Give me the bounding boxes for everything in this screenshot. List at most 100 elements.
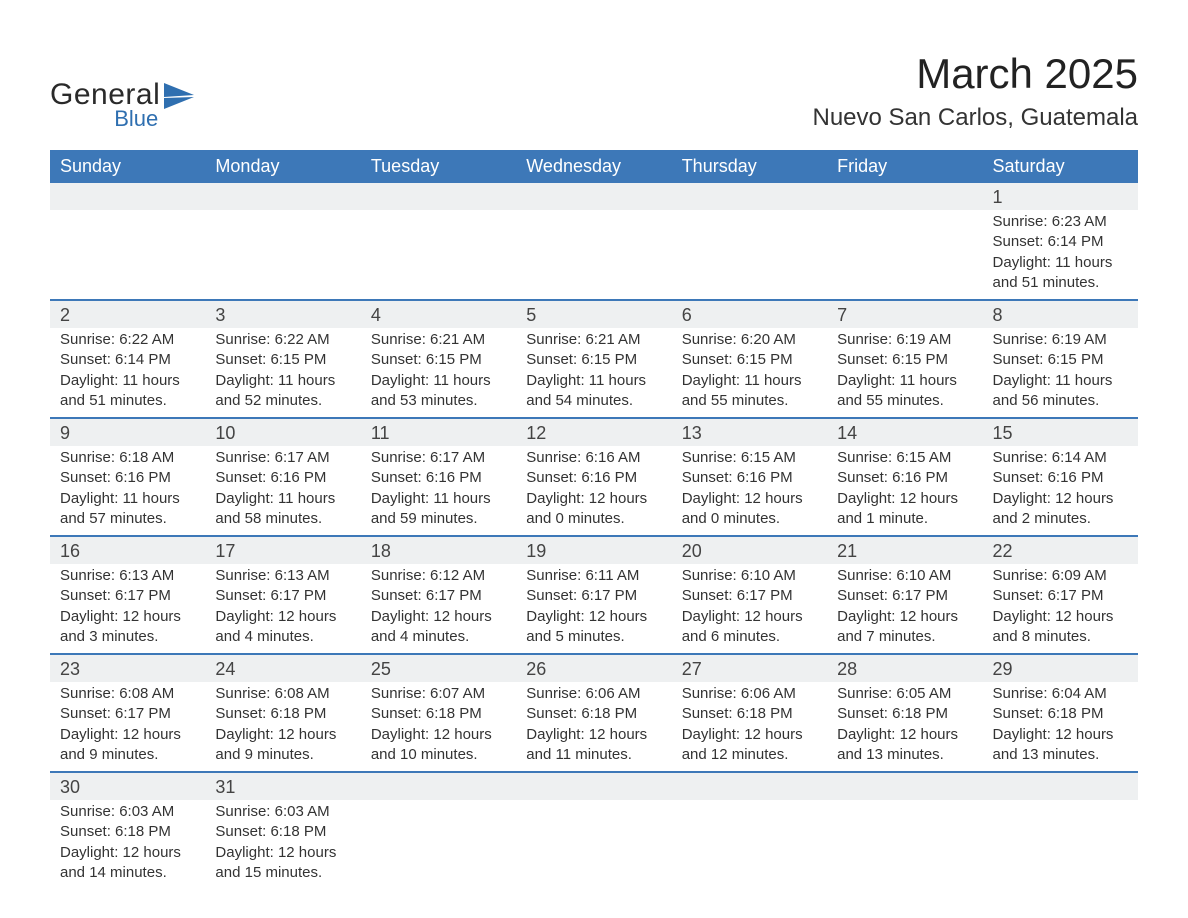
sunset-value: 6:17 PM — [1048, 587, 1104, 604]
sunset-label: Sunset: — [682, 587, 737, 604]
sunset-line: Sunset: 6:18 PM — [993, 704, 1128, 724]
sunrise-label: Sunrise: — [60, 567, 119, 584]
daylight-line: Daylight: 12 hours and 2 minutes. — [993, 489, 1128, 530]
sunrise-label: Sunrise: — [682, 449, 741, 466]
day-number-cell: 5 — [516, 300, 671, 328]
sunrise-line: Sunrise: 6:16 AM — [526, 448, 661, 468]
daylight-line: Daylight: 12 hours and 9 minutes. — [215, 725, 350, 766]
sunrise-value: 6:17 AM — [275, 449, 330, 466]
sunset-value: 6:17 PM — [581, 587, 637, 604]
day-info-cell: Sunrise: 6:03 AMSunset: 6:18 PMDaylight:… — [205, 800, 360, 889]
day-info-row: Sunrise: 6:03 AMSunset: 6:18 PMDaylight:… — [50, 800, 1138, 889]
sunrise-label: Sunrise: — [371, 331, 430, 348]
sunset-value: 6:18 PM — [115, 823, 171, 840]
day-info-cell: Sunrise: 6:17 AMSunset: 6:16 PMDaylight:… — [361, 446, 516, 536]
day-number-cell: 28 — [827, 654, 982, 682]
day-info-row: Sunrise: 6:22 AMSunset: 6:14 PMDaylight:… — [50, 328, 1138, 418]
daylight-line: Daylight: 12 hours and 0 minutes. — [682, 489, 817, 530]
sunrise-label: Sunrise: — [682, 685, 741, 702]
sunset-value: 6:18 PM — [426, 705, 482, 722]
sunset-label: Sunset: — [215, 587, 270, 604]
sunrise-line: Sunrise: 6:05 AM — [837, 684, 972, 704]
sunset-line: Sunset: 6:15 PM — [371, 350, 506, 370]
sunrise-label: Sunrise: — [371, 685, 430, 702]
sunset-line: Sunset: 6:15 PM — [215, 350, 350, 370]
sunrise-label: Sunrise: — [215, 567, 274, 584]
daylight-label: Daylight: — [993, 726, 1056, 743]
daylight-label: Daylight: — [60, 608, 123, 625]
daylight-line: Daylight: 11 hours and 58 minutes. — [215, 489, 350, 530]
daylight-label: Daylight: — [682, 608, 745, 625]
sunset-line: Sunset: 6:16 PM — [60, 468, 195, 488]
sunset-value: 6:17 PM — [270, 587, 326, 604]
day-number-cell: 1 — [983, 183, 1138, 210]
day-number-cell — [983, 772, 1138, 800]
sunrise-line: Sunrise: 6:09 AM — [993, 566, 1128, 586]
day-number-cell: 26 — [516, 654, 671, 682]
logo-word-blue: Blue — [50, 108, 160, 130]
sunrise-label: Sunrise: — [371, 567, 430, 584]
day-info-cell — [361, 800, 516, 889]
sunrise-value: 6:16 AM — [585, 449, 640, 466]
sunrise-line: Sunrise: 6:08 AM — [60, 684, 195, 704]
sunrise-line: Sunrise: 6:14 AM — [993, 448, 1128, 468]
sunset-value: 6:14 PM — [115, 351, 171, 368]
day-number-cell: 27 — [672, 654, 827, 682]
sunset-value: 6:16 PM — [1048, 469, 1104, 486]
logo-text: General Blue — [50, 80, 160, 130]
sunrise-label: Sunrise: — [60, 685, 119, 702]
daylight-line: Daylight: 12 hours and 5 minutes. — [526, 607, 661, 648]
daylight-line: Daylight: 12 hours and 6 minutes. — [682, 607, 817, 648]
weekday-header: Sunday — [50, 150, 205, 183]
day-number-cell: 3 — [205, 300, 360, 328]
sunset-label: Sunset: — [60, 587, 115, 604]
day-number-cell — [672, 183, 827, 210]
daylight-label: Daylight: — [371, 726, 434, 743]
day-info-cell — [516, 210, 671, 300]
sunset-line: Sunset: 6:17 PM — [837, 586, 972, 606]
sunrise-value: 6:06 AM — [585, 685, 640, 702]
daylight-label: Daylight: — [215, 490, 278, 507]
sunrise-label: Sunrise: — [993, 685, 1052, 702]
daylight-label: Daylight: — [682, 490, 745, 507]
daylight-label: Daylight: — [526, 372, 589, 389]
day-info-cell: Sunrise: 6:05 AMSunset: 6:18 PMDaylight:… — [827, 682, 982, 772]
daylight-label: Daylight: — [526, 490, 589, 507]
calendar-header-row: SundayMondayTuesdayWednesdayThursdayFrid… — [50, 150, 1138, 183]
daylight-label: Daylight: — [837, 726, 900, 743]
sunrise-value: 6:06 AM — [741, 685, 796, 702]
day-number-cell: 18 — [361, 536, 516, 564]
day-number-row: 9101112131415 — [50, 418, 1138, 446]
sunset-value: 6:17 PM — [115, 705, 171, 722]
sunrise-line: Sunrise: 6:19 AM — [993, 330, 1128, 350]
day-info-cell: Sunrise: 6:21 AMSunset: 6:15 PMDaylight:… — [361, 328, 516, 418]
sunset-line: Sunset: 6:16 PM — [993, 468, 1128, 488]
day-number-cell: 2 — [50, 300, 205, 328]
day-info-cell: Sunrise: 6:16 AMSunset: 6:16 PMDaylight:… — [516, 446, 671, 536]
day-number-cell: 12 — [516, 418, 671, 446]
day-number-cell: 13 — [672, 418, 827, 446]
sunset-value: 6:16 PM — [270, 469, 326, 486]
sunset-value: 6:16 PM — [737, 469, 793, 486]
day-info-cell: Sunrise: 6:11 AMSunset: 6:17 PMDaylight:… — [516, 564, 671, 654]
daylight-line: Daylight: 12 hours and 14 minutes. — [60, 843, 195, 884]
daylight-label: Daylight: — [215, 726, 278, 743]
day-number-cell: 9 — [50, 418, 205, 446]
day-info-cell: Sunrise: 6:10 AMSunset: 6:17 PMDaylight:… — [672, 564, 827, 654]
sunrise-label: Sunrise: — [60, 803, 119, 820]
sunset-value: 6:17 PM — [892, 587, 948, 604]
day-number-row: 2345678 — [50, 300, 1138, 328]
day-info-cell: Sunrise: 6:22 AMSunset: 6:14 PMDaylight:… — [50, 328, 205, 418]
day-number-cell: 4 — [361, 300, 516, 328]
day-number-cell — [516, 772, 671, 800]
day-info-cell: Sunrise: 6:18 AMSunset: 6:16 PMDaylight:… — [50, 446, 205, 536]
sunset-label: Sunset: — [526, 351, 581, 368]
day-info-cell — [983, 800, 1138, 889]
sunset-value: 6:18 PM — [1048, 705, 1104, 722]
day-info-cell: Sunrise: 6:14 AMSunset: 6:16 PMDaylight:… — [983, 446, 1138, 536]
sunset-label: Sunset: — [682, 351, 737, 368]
sunrise-label: Sunrise: — [993, 213, 1052, 230]
sunset-label: Sunset: — [837, 351, 892, 368]
daylight-line: Daylight: 12 hours and 1 minute. — [837, 489, 972, 530]
daylight-label: Daylight: — [682, 372, 745, 389]
